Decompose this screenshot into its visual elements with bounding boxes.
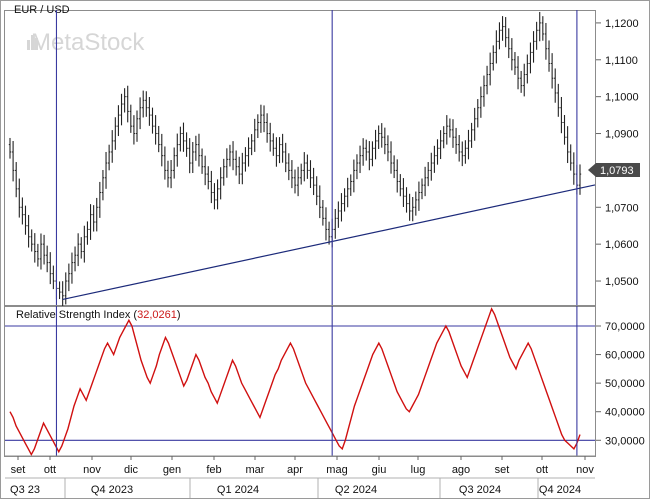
month-label: ott: [44, 464, 56, 476]
quarter-label: Q3 23: [10, 484, 40, 496]
rsi-tick-label: 50,0000: [605, 378, 645, 390]
month-label: feb: [206, 464, 221, 476]
quarter-label: Q4 2023: [91, 484, 133, 496]
rsi-tick-label: 30,0000: [605, 435, 645, 447]
month-label: mag: [326, 464, 347, 476]
last-price-callout[interactable]: 1,0793: [588, 163, 640, 177]
price-tick-label: 1,0700: [605, 202, 639, 214]
rsi-tick-label: 60,0000: [605, 350, 645, 362]
month-label: set: [495, 464, 510, 476]
price-panel-title: EUR / USD: [14, 4, 70, 16]
price-axis: 1,12001,11001,10001,09001,08001,07001,06…: [596, 18, 639, 288]
quarter-label: Q2 2024: [335, 484, 377, 496]
rsi-axis: 70,0000 60,0000 50,0000 40,0000 30,0000: [5, 321, 645, 447]
month-label: ago: [452, 464, 470, 476]
last-price-pointer: [588, 163, 640, 177]
month-label: gen: [163, 464, 181, 476]
month-label: lug: [411, 464, 426, 476]
metastock-watermark: MetaStock: [31, 29, 145, 56]
quarter-label: Q3 2024: [459, 484, 501, 496]
last-price-label: 1,0793: [600, 165, 634, 177]
month-label: apr: [287, 464, 303, 476]
time-axis: set ott nov dic gen feb mar apr mag giu lug ago set o…: [5, 455, 595, 498]
rsi-title: Relative Strength Index: [16, 309, 131, 321]
price-tick-label: 1,1000: [605, 92, 639, 104]
month-label: nov: [83, 464, 101, 476]
month-label: nov: [576, 464, 594, 476]
rsi-event-markers: [55, 306, 578, 456]
event-markers: [55, 10, 578, 305]
price-bars: [8, 11, 582, 307]
rsi-line: [9, 307, 581, 457]
rsi-panel-title: Relative Strength Index (32,0261): [16, 309, 181, 321]
price-tick-label: 1,1200: [605, 18, 639, 30]
month-label: dic: [124, 464, 139, 476]
month-label: mar: [246, 464, 265, 476]
month-label: giu: [372, 464, 387, 476]
price-tick-label: 1,0500: [605, 276, 639, 288]
quarter-label: Q4 2024: [539, 484, 581, 496]
rsi-current-value: 32,0261: [137, 309, 177, 321]
month-label: set: [11, 464, 26, 476]
rsi-panel: [4, 306, 596, 457]
rsi-tick-label: 70,0000: [605, 321, 645, 333]
price-tick-label: 1,0900: [605, 129, 639, 141]
quarter-label: Q1 2024: [217, 484, 259, 496]
rsi-value-open-paren: (: [130, 309, 137, 321]
price-panel: [4, 10, 596, 306]
month-label: ott: [536, 464, 548, 476]
watermark-logo-icon: [27, 35, 38, 50]
price-tick-label: 1,1100: [605, 55, 638, 67]
rsi-tick-label: 40,0000: [605, 407, 645, 419]
rsi-value-close-paren: ): [177, 309, 181, 321]
price-tick-label: 1,0600: [605, 239, 639, 251]
support-trendline: [62, 184, 596, 301]
